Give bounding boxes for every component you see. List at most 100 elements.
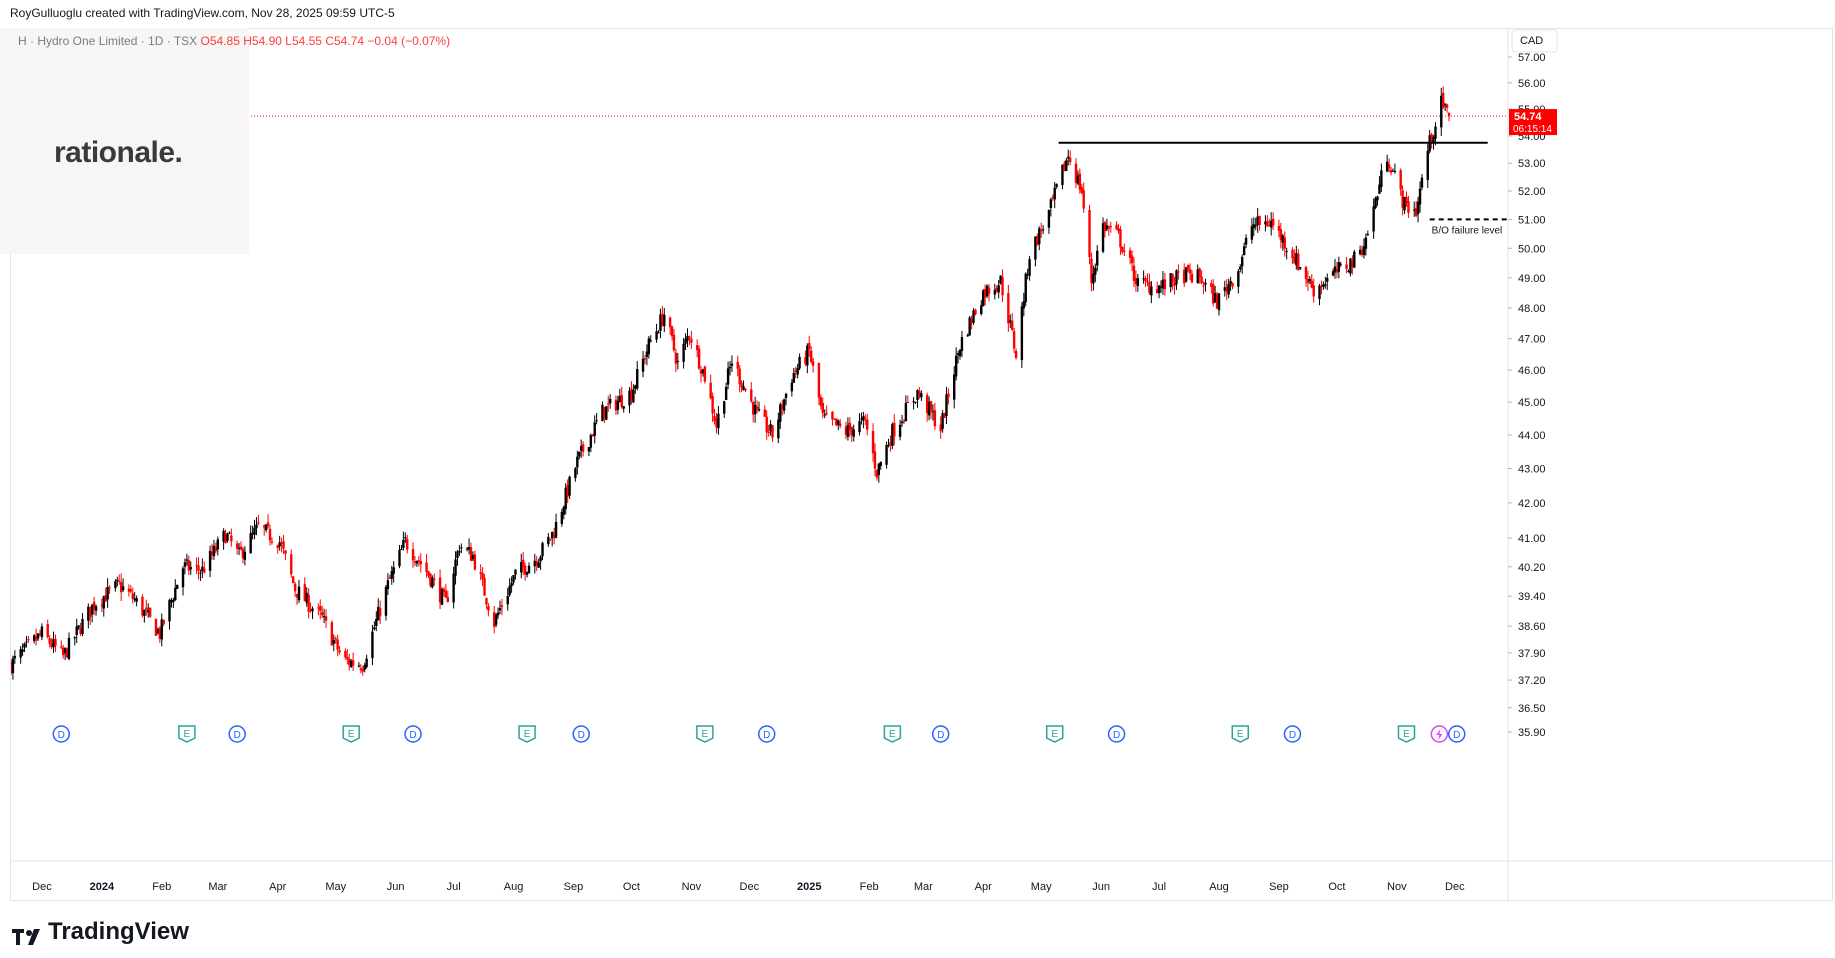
candle-body [1256, 216, 1259, 225]
tradingview-logo[interactable]: TradingView [12, 918, 189, 946]
candle-body [174, 587, 177, 601]
candle-body [467, 546, 471, 550]
candle-body [916, 390, 919, 400]
earnings-event-marker [342, 725, 360, 743]
candle-body [875, 470, 879, 478]
candle-body [135, 598, 138, 602]
candle-body [1447, 113, 1451, 117]
candle-body [1237, 271, 1240, 287]
candle-body [201, 566, 204, 572]
price-tick-label: 45.00 [1518, 397, 1546, 409]
price-tick-label: 35.90 [1518, 727, 1546, 739]
earnings-event-label: E [1237, 729, 1244, 740]
candle-body [777, 419, 780, 439]
chart-credit: RoyGulluoglu created with TradingView.co… [10, 6, 395, 20]
candle-body [183, 562, 187, 567]
candle-body [695, 345, 699, 351]
candle-body [290, 554, 293, 575]
earnings-event-label: E [184, 729, 191, 740]
candle-body [118, 580, 121, 582]
candle-body [825, 413, 828, 415]
candle-body [703, 366, 707, 382]
candle-body [997, 285, 1000, 293]
candle-body [1088, 210, 1091, 257]
candle-body [104, 595, 107, 602]
price-tick-label: 38.60 [1518, 621, 1546, 633]
candle-body [506, 596, 509, 605]
candle-body [11, 658, 15, 674]
candle-body [1443, 104, 1447, 106]
candle-body [554, 521, 558, 538]
candle-body [1014, 350, 1018, 358]
candle-body [224, 533, 227, 544]
candle-body [980, 305, 983, 315]
candle-body [1387, 164, 1391, 169]
candle-body [1065, 160, 1068, 171]
tradingview-logo-icon [12, 924, 42, 945]
candle-body [1345, 264, 1348, 270]
last-price-countdown: 06:15:14 [1513, 124, 1552, 135]
chart-canvas[interactable]: 57.0056.0055.0054.0053.0052.0051.0050.00… [11, 29, 1834, 902]
candle-body [1281, 235, 1284, 243]
candle-body [601, 404, 604, 422]
candle-body [958, 349, 962, 357]
candle-body [1414, 207, 1418, 217]
candle-body [933, 410, 937, 427]
candle-body [663, 314, 666, 327]
candle-body [67, 637, 71, 660]
lightning-icon [1436, 729, 1443, 740]
candle-body [1271, 218, 1275, 226]
candle-body [384, 587, 388, 616]
candle-body [723, 401, 726, 414]
candle-body [419, 560, 422, 565]
candle-body [54, 639, 57, 646]
candle-body [755, 406, 759, 410]
candle-body [1339, 263, 1342, 265]
candle-body [1310, 280, 1313, 288]
candle-body [566, 485, 569, 497]
candle-body [262, 525, 266, 528]
candle-body [1053, 187, 1056, 200]
candle-body [75, 626, 78, 636]
candle-body [593, 422, 596, 437]
time-tick-label: 2024 [90, 881, 115, 893]
candle-body [510, 583, 513, 587]
candle-body [1036, 235, 1039, 246]
candle-body [941, 412, 944, 430]
candle-body [835, 418, 838, 426]
candle-body [446, 597, 450, 602]
candle-body [400, 548, 403, 550]
candle-body [1244, 237, 1248, 245]
candle-body [108, 587, 111, 589]
candle-body [1049, 199, 1053, 208]
candle-body [568, 476, 571, 496]
candle-body [771, 425, 774, 438]
candle-body [94, 606, 98, 611]
earnings-event-label: E [1051, 729, 1058, 740]
candle-body [406, 538, 409, 550]
earnings-event-marker [696, 725, 714, 743]
candle-body [114, 581, 117, 589]
candle-body [821, 402, 824, 414]
candle-body [1413, 209, 1416, 211]
candle-body [525, 572, 529, 575]
candle-body [541, 542, 544, 557]
candle-body [284, 550, 287, 554]
candle-body [280, 542, 283, 544]
dividend-event-marker [757, 725, 776, 743]
candle-body [618, 396, 622, 403]
legend-open: O54.85 [200, 34, 240, 48]
candle-body [1268, 225, 1271, 227]
candle-body [65, 648, 69, 658]
candle-body [848, 422, 852, 430]
candle-body [900, 421, 904, 424]
candle-body [647, 338, 651, 355]
candle-body [357, 665, 361, 667]
candle-body [79, 628, 82, 635]
candle-body [162, 619, 165, 625]
candle-body [429, 573, 432, 586]
candle-body [1190, 273, 1194, 283]
candle-body [460, 547, 463, 549]
chart-frame[interactable]: 57.0056.0055.0054.0053.0052.0051.0050.00… [10, 28, 1834, 902]
candle-body [970, 318, 973, 324]
